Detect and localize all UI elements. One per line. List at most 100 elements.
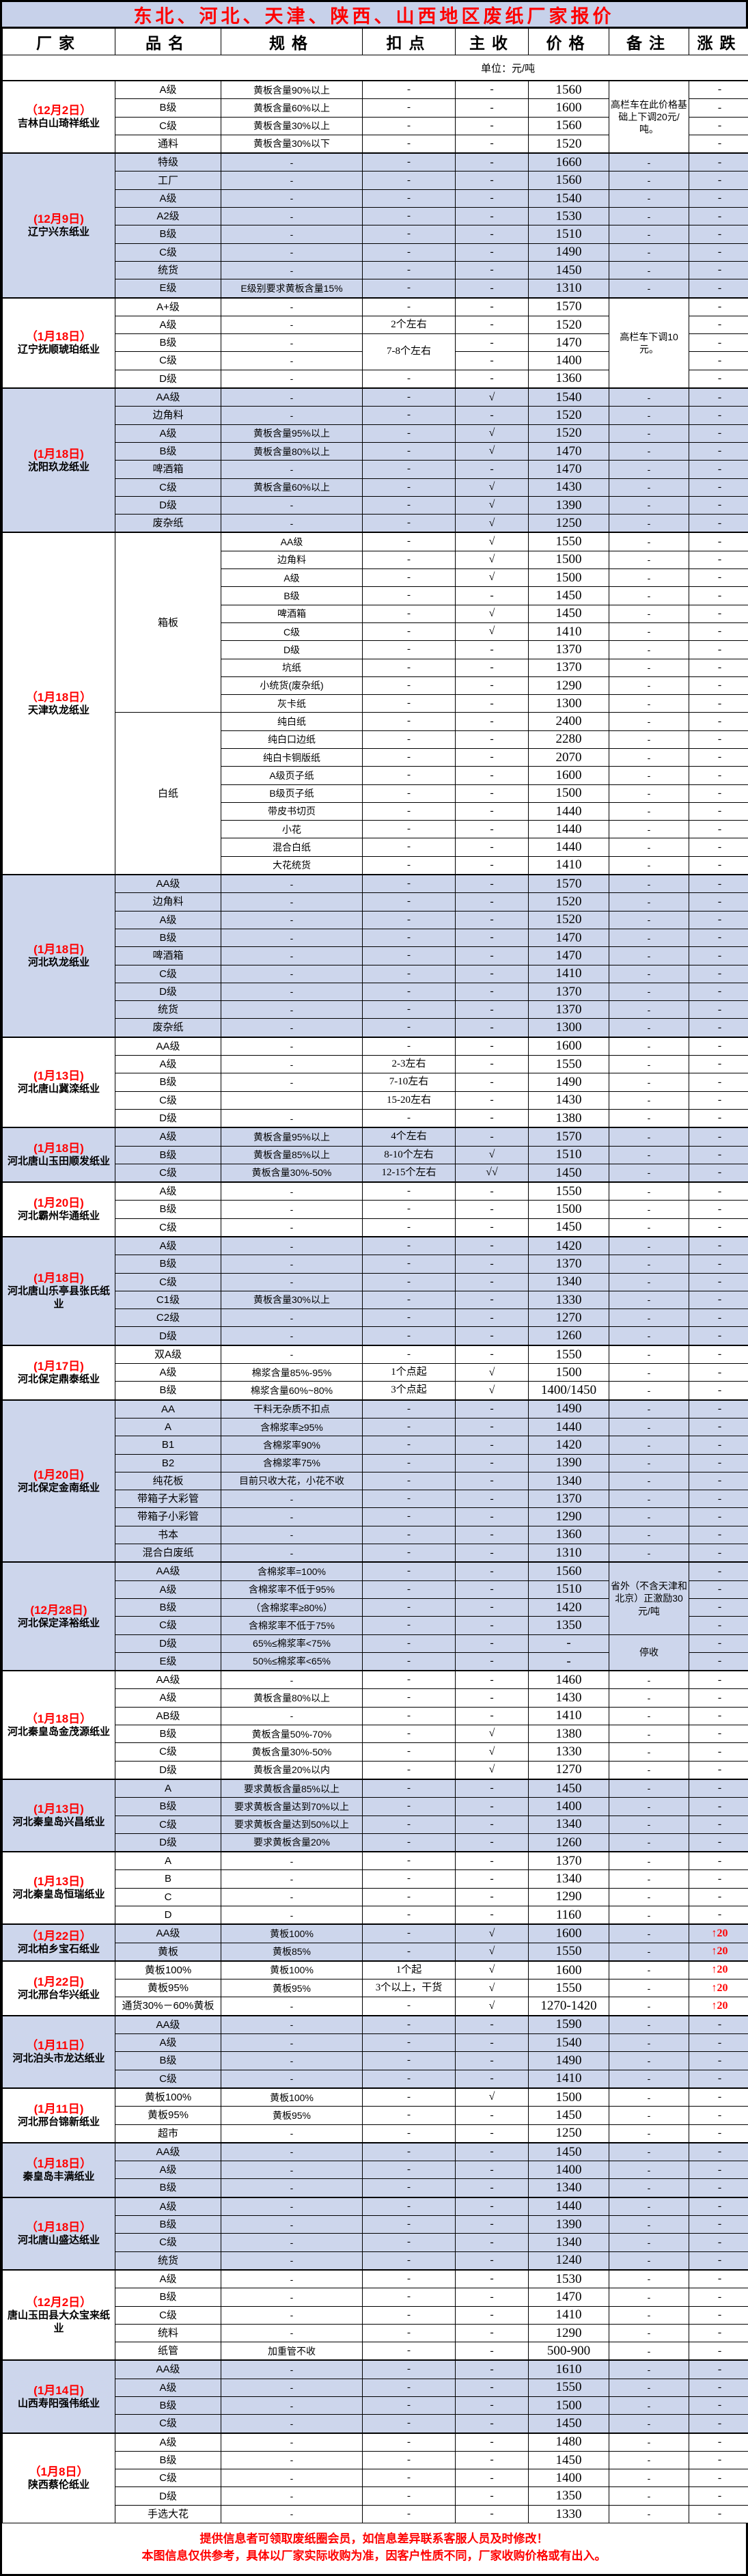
price-cell: 1160 bbox=[529, 1906, 609, 1924]
factory-cell: （1月18日）天津玖龙纸业 bbox=[3, 532, 115, 875]
main-collect-cell: - bbox=[456, 2487, 529, 2505]
remark-cell: - bbox=[609, 2107, 689, 2124]
deduction-cell: - bbox=[363, 2143, 456, 2161]
product-grade-cell: B级 bbox=[115, 2288, 221, 2306]
remark-cell: - bbox=[609, 2234, 689, 2251]
remark-cell: - bbox=[609, 225, 689, 243]
price-cell: 1520 bbox=[529, 316, 609, 333]
factory-name: 陕西蔡伦纸业 bbox=[4, 2479, 113, 2492]
remark-cell: - bbox=[609, 893, 689, 911]
deduction-cell: 12-15个左右 bbox=[363, 1164, 456, 1182]
main-collect-cell: - bbox=[456, 2234, 529, 2251]
price-cell: 1470 bbox=[529, 2288, 609, 2306]
quote-date: （1月22日） bbox=[4, 1929, 113, 1943]
main-collect-cell: - bbox=[456, 767, 529, 784]
change-cell: - bbox=[689, 1109, 748, 1127]
change-cell: - bbox=[689, 983, 748, 1000]
change-cell: - bbox=[689, 911, 748, 929]
main-collect-cell: - bbox=[456, 99, 529, 117]
price-cell: 1400 bbox=[529, 352, 609, 370]
product-grade-cell: 通货30%－60%黄板 bbox=[115, 1997, 221, 2016]
product-grade-cell: 啤酒箱 bbox=[115, 461, 221, 478]
product-grade-cell: 废杂纸 bbox=[115, 1019, 221, 1037]
factory-name: 河北保定金南纸业 bbox=[4, 1482, 113, 1495]
remark-cell: - bbox=[609, 2088, 689, 2107]
change-cell: - bbox=[689, 1815, 748, 1833]
product-grade-cell: C级 bbox=[115, 2306, 221, 2324]
deduction-cell: - bbox=[363, 370, 456, 388]
price-cell: - bbox=[529, 1652, 609, 1671]
remark-cell: - bbox=[609, 1472, 689, 1490]
footer-notice: 提供信息者可领取废纸圈会员，如信息差异联系客服人员及时修改！ 本图信息仅供参考，… bbox=[2, 2523, 746, 2574]
factory-name: 吉林白山琦祥纸业 bbox=[4, 118, 113, 131]
remark-cell: - bbox=[609, 1490, 689, 1508]
spec-cell: - bbox=[221, 1056, 363, 1073]
factory-cell: （12月2日）唐山玉田县大众宝来纸业 bbox=[3, 2270, 115, 2360]
product-grade-cell: D级 bbox=[115, 1634, 221, 1652]
quote-date: (1月14日) bbox=[4, 2383, 113, 2398]
change-cell: ↑20 bbox=[689, 1924, 748, 1943]
change-cell: - bbox=[689, 1888, 748, 1906]
factory-cell: （1月18日）河北秦皇岛金茂源纸业 bbox=[3, 1671, 115, 1779]
spec-cell: - bbox=[221, 1201, 363, 1218]
change-cell: - bbox=[689, 821, 748, 838]
main-collect-cell: √ bbox=[456, 1146, 529, 1164]
quote-date: (1月20日) bbox=[4, 1196, 113, 1210]
spec-cell: - bbox=[221, 1345, 363, 1364]
price-cell: 1400 bbox=[529, 2161, 609, 2179]
price-cell: 1510 bbox=[529, 225, 609, 243]
price-cell: 1550 bbox=[529, 2379, 609, 2396]
main-collect-cell: - bbox=[456, 1798, 529, 1815]
price-cell: 1450 bbox=[529, 2107, 609, 2124]
change-cell: ↑20 bbox=[689, 1943, 748, 1961]
spec-cell: - bbox=[221, 316, 363, 333]
quote-date: （1月11日） bbox=[4, 2038, 113, 2053]
deduction-cell: - bbox=[363, 2487, 456, 2505]
change-cell: - bbox=[689, 424, 748, 442]
spec-cell: - bbox=[221, 172, 363, 189]
remark-cell: - bbox=[609, 1146, 689, 1164]
spec-cell: - bbox=[221, 2270, 363, 2288]
deduction-cell: 15-20左右 bbox=[363, 1091, 456, 1109]
deduction-cell: - bbox=[363, 893, 456, 911]
quote-date: （1月18日） bbox=[4, 329, 113, 344]
spec-cell: - bbox=[221, 2016, 363, 2034]
spec-cell: - bbox=[221, 461, 363, 478]
product-grade-cell: 边角料 bbox=[115, 893, 221, 911]
unit-row: 单位：元/吨 bbox=[3, 55, 748, 81]
change-cell: - bbox=[689, 1364, 748, 1382]
remark-cell: - bbox=[609, 2052, 689, 2070]
change-cell: - bbox=[689, 81, 748, 99]
spec-cell: - bbox=[221, 1707, 363, 1725]
product-grade-cell: AA级 bbox=[115, 2016, 221, 2034]
change-cell: - bbox=[689, 1255, 748, 1273]
quote-date: (12月28日) bbox=[4, 1603, 113, 1617]
remark-cell: - bbox=[609, 1852, 689, 1870]
remark-cell: - bbox=[609, 2070, 689, 2088]
main-collect-cell: - bbox=[456, 2216, 529, 2234]
remark-cell: - bbox=[609, 1798, 689, 1815]
product-grade-cell: A级 bbox=[115, 424, 221, 442]
product-grade-cell: C1级 bbox=[115, 1291, 221, 1308]
remark-cell: - bbox=[609, 1273, 689, 1291]
spec-cell: 黄板85% bbox=[221, 1943, 363, 1961]
factory-name: 河北秦皇岛恒瑞纸业 bbox=[4, 1889, 113, 1902]
main-collect-cell: √ bbox=[456, 1943, 529, 1961]
main-collect-cell: - bbox=[456, 983, 529, 1000]
deduction-cell: - bbox=[363, 1743, 456, 1761]
main-collect-cell: - bbox=[456, 2052, 529, 2070]
spec-cell: 黄板含量30%-50% bbox=[221, 1743, 363, 1761]
title-bar: 东北、河北、天津、陕西、山西地区废纸厂家报价 bbox=[2, 2, 746, 28]
price-cell: 1360 bbox=[529, 1526, 609, 1544]
spec-cell: - bbox=[221, 983, 363, 1000]
remark-cell: - bbox=[609, 748, 689, 766]
change-cell: - bbox=[689, 2070, 748, 2088]
spec-cell: - bbox=[221, 2143, 363, 2161]
remark-cell: - bbox=[609, 1164, 689, 1182]
price-cell: 1290 bbox=[529, 676, 609, 694]
main-collect-cell: - bbox=[456, 676, 529, 694]
price-cell: 1370 bbox=[529, 1852, 609, 1870]
main-collect-cell: - bbox=[456, 1870, 529, 1888]
